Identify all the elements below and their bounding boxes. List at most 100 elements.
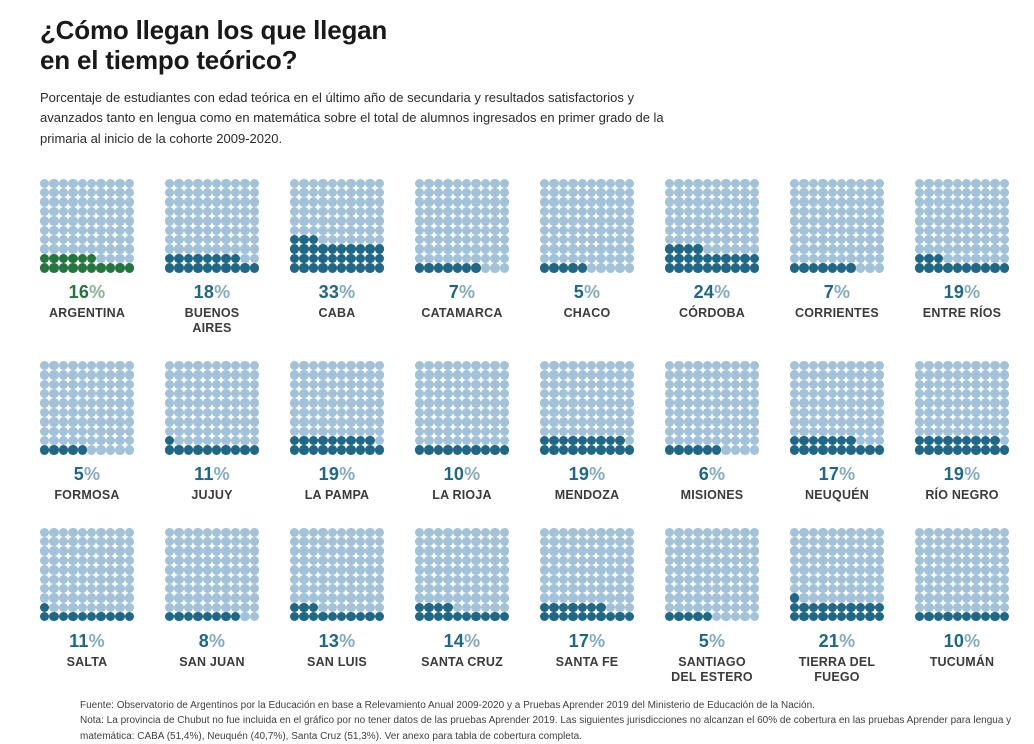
dot	[924, 612, 934, 622]
dot	[933, 536, 944, 547]
dot	[577, 225, 587, 236]
dot	[290, 206, 300, 217]
dot	[290, 612, 300, 622]
dot	[290, 565, 300, 575]
dot	[461, 398, 472, 408]
dot	[124, 235, 134, 245]
percent-label: 17%	[819, 464, 856, 485]
dot	[549, 445, 559, 455]
dot	[202, 426, 212, 437]
dot	[480, 445, 491, 455]
dot	[86, 583, 97, 594]
dot	[355, 379, 366, 390]
dot	[230, 612, 241, 622]
dot	[674, 206, 684, 217]
dot	[846, 445, 856, 455]
dot	[971, 407, 981, 418]
dot	[568, 370, 578, 380]
province-label: ENTRE RÍOS	[922, 305, 1002, 320]
dot	[424, 436, 434, 446]
dot	[799, 593, 809, 603]
dot	[480, 426, 491, 437]
dot	[980, 370, 991, 380]
dot	[433, 398, 444, 408]
dot	[318, 379, 328, 390]
dot	[443, 360, 453, 371]
dot	[874, 379, 884, 390]
dot	[174, 216, 184, 226]
dot	[702, 546, 712, 556]
dot	[943, 583, 953, 594]
dot	[240, 188, 250, 198]
dot	[980, 244, 991, 254]
dot	[86, 536, 97, 547]
dot	[105, 445, 116, 455]
dot	[711, 536, 722, 547]
dot	[799, 206, 809, 217]
dot	[730, 602, 741, 613]
dot	[499, 197, 509, 207]
dot	[40, 244, 50, 254]
dot	[490, 612, 500, 622]
dot	[308, 536, 319, 547]
dot	[124, 583, 134, 594]
dot	[58, 389, 69, 399]
dot	[665, 436, 675, 446]
dot	[461, 565, 472, 575]
dot	[211, 379, 222, 390]
dot	[624, 583, 634, 594]
dot	[586, 583, 597, 594]
dot	[952, 527, 962, 537]
dot	[230, 206, 241, 217]
dot	[327, 407, 337, 418]
dot	[749, 206, 759, 217]
dot	[124, 389, 134, 399]
province-label: SANTA FE	[555, 654, 619, 669]
dot	[624, 360, 634, 371]
dot	[915, 206, 925, 217]
dot	[615, 370, 625, 380]
percent-sign: %	[709, 630, 726, 651]
dot	[971, 206, 981, 217]
dot	[865, 398, 875, 408]
dot	[374, 546, 384, 556]
dot	[749, 235, 759, 245]
dot	[924, 407, 934, 418]
dot	[730, 536, 741, 547]
dot	[490, 436, 500, 446]
dot	[874, 417, 884, 427]
dot	[568, 398, 578, 408]
dot	[740, 612, 750, 622]
dot	[540, 188, 550, 198]
dot	[433, 555, 444, 566]
percent-sign: %	[459, 281, 476, 302]
dot	[990, 178, 1000, 189]
dot	[433, 527, 444, 537]
dot	[86, 235, 97, 245]
province-label: CHACO	[563, 305, 611, 320]
dot	[683, 436, 694, 446]
dot	[827, 574, 837, 584]
dot	[577, 178, 587, 189]
dot	[558, 565, 569, 575]
dot	[308, 253, 319, 264]
dot	[96, 360, 106, 371]
dot	[808, 565, 819, 575]
dot	[952, 593, 962, 603]
dot	[999, 244, 1009, 254]
percent-label: 19%	[569, 464, 606, 485]
dot	[443, 370, 453, 380]
dot	[952, 225, 962, 236]
dot	[702, 389, 712, 399]
dot	[711, 574, 722, 584]
dot	[471, 426, 481, 437]
dot	[568, 379, 578, 390]
dot	[68, 253, 78, 264]
dot	[971, 263, 981, 273]
dot	[165, 225, 175, 236]
dot	[683, 407, 694, 418]
dot	[999, 417, 1009, 427]
dot	[77, 536, 87, 547]
province-label: CABA	[318, 305, 356, 320]
percent-label: 5%	[699, 631, 725, 652]
